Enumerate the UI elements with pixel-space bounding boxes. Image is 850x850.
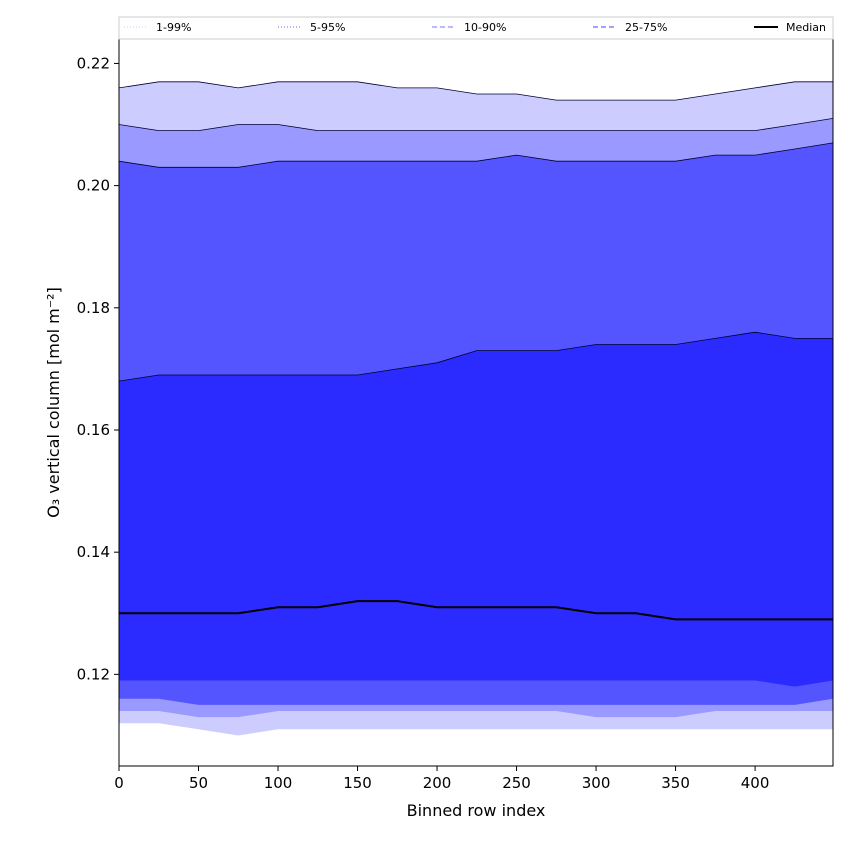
y-tick-label: 0.16	[77, 421, 110, 439]
legend: 1-99% 5-95% 10-90% 25-75% Median	[118, 16, 834, 40]
band-1-99-upper-edge	[118, 81, 833, 101]
y-tick-label: 0.14	[77, 543, 110, 561]
y-tick-label: 0.18	[77, 299, 110, 317]
y-axis-title: O₃ vertical column [mol m⁻²]	[44, 287, 63, 518]
legend-item-10-90: 10-90%	[432, 21, 506, 34]
legend-item-5-95: 5-95%	[278, 21, 345, 34]
band-25-75-upper-edge	[118, 331, 833, 382]
y-axis: 0.12 0.14 0.16 0.18 0.20 0.22	[77, 54, 119, 683]
x-tick-label: 100	[264, 774, 293, 792]
y-tick-label: 0.20	[77, 177, 110, 195]
median-layer	[119, 600, 833, 621]
legend-label: 25-75%	[625, 21, 667, 34]
legend-item-median: Median	[754, 21, 826, 34]
x-tick-label: 350	[661, 774, 690, 792]
x-tick-label: 300	[582, 774, 611, 792]
x-tick-label: 200	[423, 774, 452, 792]
legend-item-25-75: 25-75%	[593, 21, 667, 34]
legend-label: Median	[786, 21, 826, 34]
legend-label: 1-99%	[156, 21, 191, 34]
band-25-75	[119, 332, 833, 687]
series-median-line	[119, 600, 833, 621]
legend-label: 5-95%	[310, 21, 345, 34]
legend-label: 10-90%	[464, 21, 506, 34]
legend-item-1-99: 1-99%	[124, 21, 191, 34]
y-tick-label: 0.22	[77, 54, 110, 72]
band-5-95-upper-edge	[118, 118, 834, 132]
x-axis: 0 50 100 150 200 250 300 350 400	[114, 766, 769, 792]
x-tick-label: 400	[741, 774, 770, 792]
x-tick-label: 0	[114, 774, 124, 792]
bands-layer	[118, 81, 834, 736]
x-tick-label: 250	[502, 774, 531, 792]
x-axis-title: Binned row index	[407, 801, 546, 820]
x-tick-label: 150	[343, 774, 372, 792]
legend-box	[118, 16, 834, 40]
x-tick-label: 50	[189, 774, 208, 792]
y-tick-label: 0.12	[77, 665, 110, 683]
band-10-90-upper-edge	[118, 142, 834, 168]
